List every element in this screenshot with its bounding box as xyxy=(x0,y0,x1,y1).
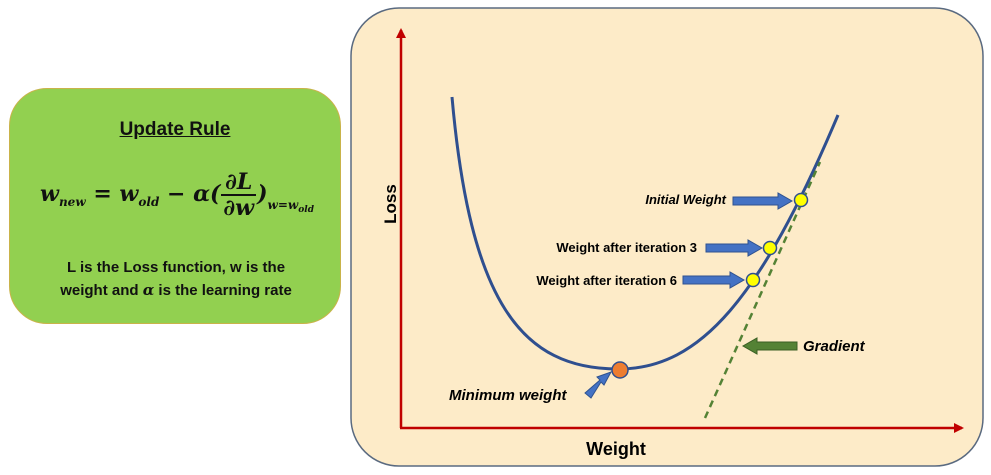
iteration-3-point xyxy=(762,240,778,256)
description-line-2: weight and α is the learning rate xyxy=(30,279,322,302)
iteration-3-label: Weight after iteration 3 xyxy=(556,240,697,255)
graph-panel xyxy=(350,7,984,467)
y-axis-label: Loss xyxy=(381,184,400,224)
initial-weight-arrow xyxy=(732,192,794,210)
x-axis-label: Weight xyxy=(586,439,646,459)
formula-denominator: ∂w xyxy=(223,195,255,221)
formula-w-old-subscript: old xyxy=(138,195,160,209)
alpha-symbol: α xyxy=(142,281,155,299)
initial-weight-label: Initial Weight xyxy=(645,192,726,207)
formula-w-old: w xyxy=(119,181,139,207)
minimum-weight-label: Minimum weight xyxy=(449,387,568,404)
formula-equals: = xyxy=(85,181,120,207)
iteration-6-point xyxy=(745,272,761,288)
formula-eval-subscript: old xyxy=(298,205,314,215)
update-rule-box: Update Rule wnew = wold − α(∂L ∂w)w=wold … xyxy=(9,88,341,324)
formula-lhs-subscript: new xyxy=(58,195,86,209)
update-rule-title: Update Rule xyxy=(119,119,231,140)
formula-close-paren: ) xyxy=(257,181,268,207)
gradient-label: Gradient xyxy=(803,338,866,355)
update-rule-description: L is the Loss function, w is the weight … xyxy=(30,257,322,302)
formula-minus-alpha: − α( xyxy=(159,181,221,207)
formula-fraction: ∂L ∂w xyxy=(221,171,257,221)
iteration-6-arrow xyxy=(682,271,746,289)
description-line-2-suffix: is the learning rate xyxy=(154,282,292,299)
minimum-weight-arrow xyxy=(584,371,613,399)
formula-evaluation: w=wold xyxy=(267,198,314,215)
description-line-1: L is the Loss function, w is the xyxy=(66,259,286,276)
iteration-6-label: Weight after iteration 6 xyxy=(536,273,677,288)
minimum-weight-point xyxy=(611,361,629,379)
initial-weight-point xyxy=(793,192,809,208)
description-line-2-prefix: weight and xyxy=(60,282,143,299)
formula-numerator: ∂L xyxy=(221,171,257,196)
iteration-3-arrow xyxy=(705,239,764,257)
formula-eval-w: w=w xyxy=(267,198,299,212)
gradient-arrow xyxy=(741,337,798,355)
formula-lhs: w xyxy=(40,181,59,207)
update-rule-formula: wnew = wold − α(∂L ∂w)w=wold xyxy=(40,171,314,219)
